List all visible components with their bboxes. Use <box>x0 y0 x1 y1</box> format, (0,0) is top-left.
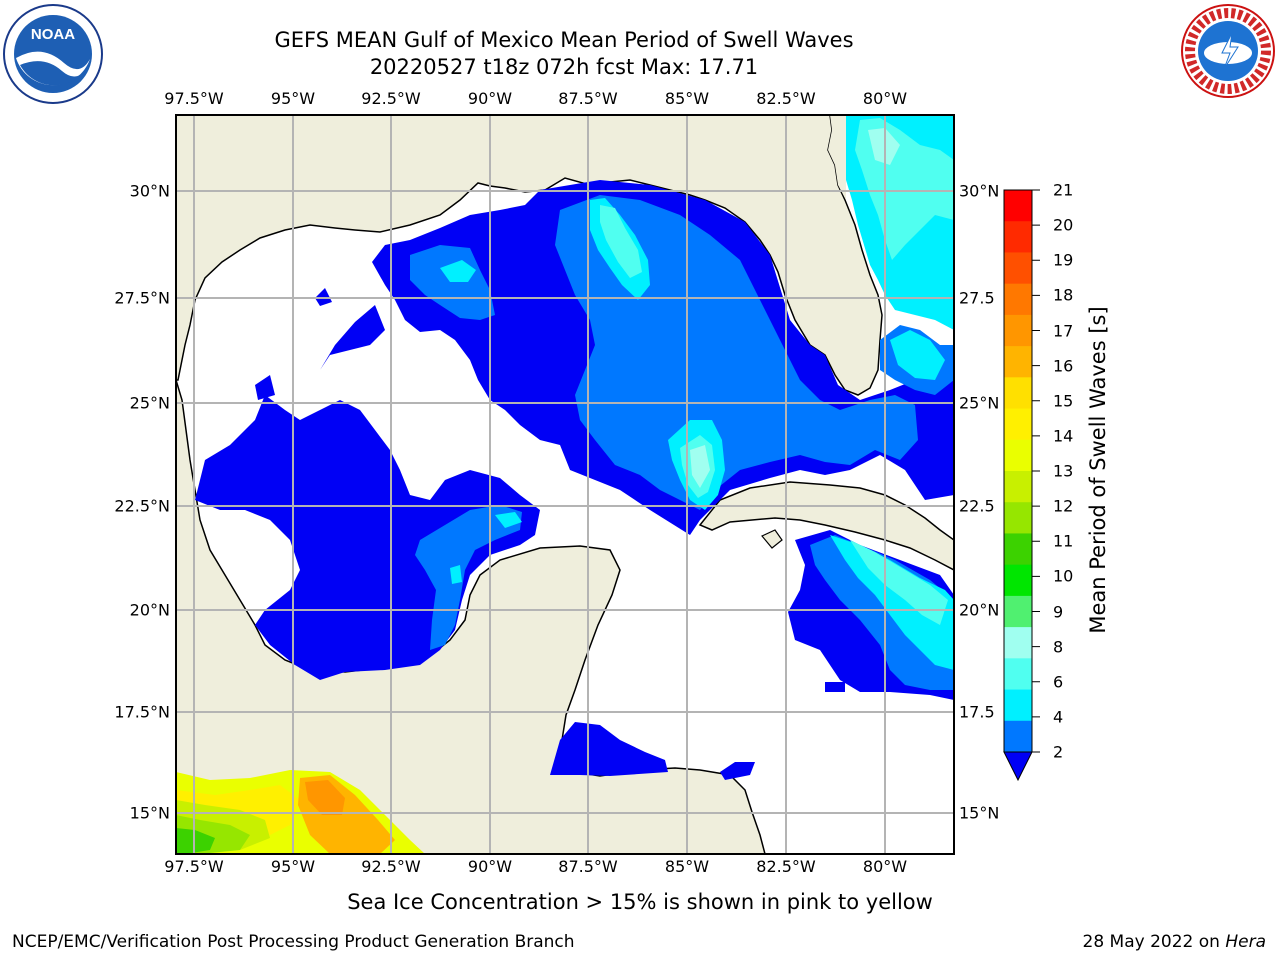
colorbar-segment <box>1004 533 1032 566</box>
colorbar-tick-label: 19 <box>1053 250 1074 270</box>
lon-label-top: 80°W <box>862 89 908 108</box>
lon-label-top: 95°W <box>270 89 316 108</box>
land-mexico <box>176 379 766 854</box>
colorbar-segment <box>1004 595 1032 628</box>
sea-ice-note: Sea Ice Concentration > 15% is shown in … <box>347 890 933 914</box>
lat-label-right: 17.5 <box>959 702 995 722</box>
lon-label-bottom: 92.5°W <box>361 857 421 876</box>
lon-label-top: 87.5°W <box>558 89 618 108</box>
colorbar-segment <box>1004 471 1032 503</box>
footer-host: Hera <box>1225 932 1266 952</box>
colorbar-tick-label: 4 <box>1053 707 1064 727</box>
lon-label-top: 92.5°W <box>361 89 421 108</box>
colorbar-tick-label: 10 <box>1053 566 1074 586</box>
lat-label-left: 20°N <box>129 600 170 620</box>
colorbar-segment <box>1004 221 1032 253</box>
colorbar-tick-label: 15 <box>1053 391 1074 411</box>
lat-label-right: 20°N <box>959 600 1000 620</box>
lon-label-top: 97.5°W <box>164 89 224 108</box>
colorbar-tick-label: 20 <box>1053 215 1074 235</box>
colorbar-segment <box>1004 377 1032 410</box>
colorbar-segment <box>1004 502 1032 534</box>
colorbar-tick-label: 13 <box>1053 461 1074 481</box>
colorbar-under-extension <box>1003 751 1033 782</box>
colorbar-tick-label: 9 <box>1053 602 1064 621</box>
colorbar-tick-label: 2 <box>1053 742 1064 762</box>
lat-label-left: 15°N <box>129 803 170 823</box>
graticule <box>176 115 954 854</box>
colorbar-tick-label: 14 <box>1053 426 1074 446</box>
colorbar <box>1003 189 1040 782</box>
colorbar-segment <box>1004 314 1032 347</box>
lon-label-bottom: 95°W <box>270 857 316 876</box>
colorbar-tick-label: 18 <box>1053 285 1074 305</box>
lat-label-right: 30°N <box>959 181 1000 201</box>
lon-label-bottom: 80°W <box>862 857 908 876</box>
lat-label-right: 27.5 <box>959 288 995 308</box>
colorbar-segment <box>1004 658 1032 691</box>
colorbar-segment <box>1004 439 1032 472</box>
lat-label-left: 25°N <box>129 393 170 413</box>
lat-label-left: 30°N <box>129 181 170 201</box>
colorbar-segment <box>1004 689 1032 722</box>
lon-label-bottom: 97.5°W <box>164 857 224 876</box>
colorbar-segment <box>1004 627 1032 659</box>
chart-subtitle: 20220527 t18z 072h fcst Max: 17.71 <box>369 55 759 79</box>
colorbar-tick-label: 16 <box>1053 356 1074 376</box>
colorbar-tick-label: 11 <box>1053 531 1074 551</box>
footer-branch: NCEP/EMC/Verification Post Processing Pr… <box>12 932 575 952</box>
colorbar-tick-label: 21 <box>1053 180 1074 200</box>
colorbar-tick-label: 17 <box>1053 321 1074 340</box>
swell-period-field <box>176 115 954 854</box>
colorbar-segment <box>1004 190 1032 222</box>
colorbar-label: Mean Period of Swell Waves [s] <box>1086 306 1110 634</box>
noaa-logo: NOAA <box>2 3 104 109</box>
land-cuba <box>698 481 954 571</box>
lon-label-top: 90°W <box>467 89 513 108</box>
map-frame <box>175 114 955 855</box>
lon-label-top: 82.5°W <box>756 89 816 108</box>
colorbar-segment <box>1004 720 1032 753</box>
colorbar-segment <box>1004 346 1032 378</box>
national-weather-service-logo <box>1178 3 1278 103</box>
lon-label-top: 85°W <box>664 89 710 108</box>
colorbar-segment <box>1004 564 1032 597</box>
lat-label-right: 25°N <box>959 393 1000 413</box>
svg-text:NOAA: NOAA <box>31 26 75 43</box>
colorbar-tick-label: 6 <box>1053 672 1064 692</box>
footer-date: 28 May 2022 on Hera <box>1082 932 1267 952</box>
lat-label-left: 22.5°N <box>114 496 170 516</box>
lon-label-bottom: 85°W <box>664 857 710 876</box>
lat-label-left: 27.5°N <box>114 288 170 308</box>
land-areas <box>176 115 954 854</box>
lon-label-bottom: 90°W <box>467 857 513 876</box>
colorbar-segment <box>1004 252 1032 285</box>
lon-label-bottom: 82.5°W <box>756 857 816 876</box>
lat-label-left: 17.5°N <box>114 702 170 722</box>
colorbar-segment <box>1004 283 1032 316</box>
colorbar-tick-label: 12 <box>1053 496 1074 516</box>
lat-label-right: 15°N <box>959 803 1000 823</box>
lon-label-bottom: 87.5°W <box>558 857 618 876</box>
chart-title: GEFS MEAN Gulf of Mexico Mean Period of … <box>274 28 854 52</box>
lat-label-right: 22.5 <box>959 496 995 516</box>
colorbar-segment <box>1004 408 1032 441</box>
colorbar-tick-label: 8 <box>1053 637 1064 657</box>
